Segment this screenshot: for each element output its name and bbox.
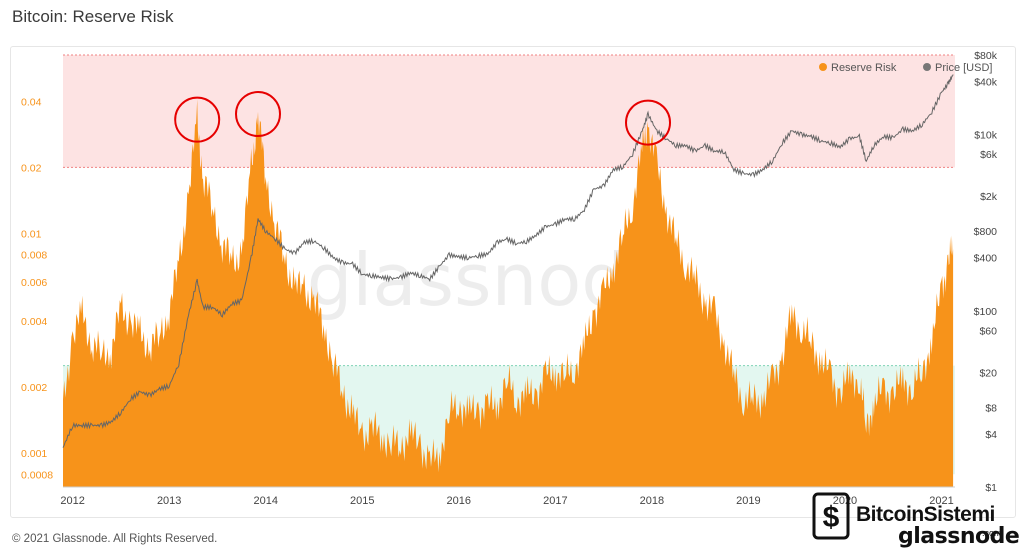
y-left-tick-label: 0.01 <box>21 228 42 240</box>
svg-text:$: $ <box>823 501 840 534</box>
x-tick-label: 2012 <box>60 495 84 507</box>
highlight-circle-1 <box>174 96 221 143</box>
price-line <box>62 74 954 448</box>
x-tick-label: 2018 <box>640 495 664 507</box>
chart-card: glassnode 2012 2013 2014 2015 2016 2017 2018 201… <box>10 46 1016 518</box>
legend-marker-1 <box>819 63 827 71</box>
legend-label-1: Reserve Risk <box>831 62 897 74</box>
y-right-tick-label: $1 <box>985 482 997 494</box>
highlight-circle-3 <box>625 99 672 146</box>
y-right-tick-label: $10k <box>974 130 998 142</box>
bitcoinsistemi-logo-icon: $ <box>812 492 850 540</box>
x-tick-label: 2015 <box>350 495 374 507</box>
brand-sub: glassnode <box>898 524 1020 549</box>
x-tick-label: 2016 <box>447 495 471 507</box>
y-right-tick-label: $20 <box>979 367 997 379</box>
y-left-tick-label: 0.008 <box>21 250 47 262</box>
y-left-tick-label: 0.001 <box>21 448 47 460</box>
copyright-footer: © 2021 Glassnode. All Rights Reserved. <box>12 533 218 545</box>
y-right-tick-label: $100 <box>974 306 998 318</box>
x-tick-label: 2020 <box>833 495 857 507</box>
brand-name: BitcoinSistemi <box>856 503 995 526</box>
reserve-risk-area <box>63 99 954 487</box>
x-tick-label: 2019 <box>736 495 760 507</box>
legend-label-2: Price [USD] <box>935 62 992 74</box>
y-right-tick-label: $80k <box>974 50 998 62</box>
y-left-tick-label: 0.04 <box>21 96 42 108</box>
y-right-tick-label: $2k <box>980 191 998 203</box>
y-right-tick-label: $8 <box>985 402 997 414</box>
y-left-tick-label: 0.006 <box>21 277 47 289</box>
band-high-risk <box>63 55 955 168</box>
y-right-tick-label: $400 <box>974 253 998 265</box>
x-tick-label: 2014 <box>253 495 277 507</box>
legend-marker-2 <box>923 63 931 71</box>
y-right-tick-label: $40k <box>974 77 998 89</box>
y-right-tick-label: $4 <box>985 429 997 441</box>
y-left-tick-label: 0.02 <box>21 162 42 174</box>
x-tick-label: 2013 <box>157 495 181 507</box>
y-left-tick-label: 0.002 <box>21 382 47 394</box>
y-right-tick-label: $60 <box>979 325 997 337</box>
highlight-circle-2 <box>235 91 282 138</box>
brand-tld: .com <box>982 528 1002 538</box>
y-left-tick-label: 0.004 <box>21 316 47 328</box>
y-right-tick-label: $800 <box>974 226 998 238</box>
y-left-tick-label: 0.0008 <box>21 469 53 481</box>
y-right-tick-label: $6k <box>980 149 998 161</box>
x-tick-label: 2021 <box>929 495 953 507</box>
x-tick-label: 2017 <box>543 495 567 507</box>
page-title: Bitcoin: Reserve Risk <box>12 7 174 26</box>
